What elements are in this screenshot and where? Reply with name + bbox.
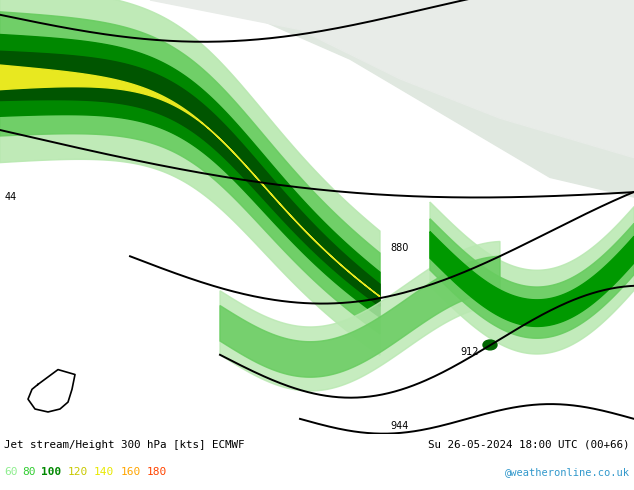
Text: 140: 140 <box>94 467 114 477</box>
Polygon shape <box>0 51 380 306</box>
Polygon shape <box>0 65 380 296</box>
Text: Jet stream/Height 300 hPa [kts] ECMWF: Jet stream/Height 300 hPa [kts] ECMWF <box>4 440 245 450</box>
Text: 180: 180 <box>147 467 167 477</box>
Text: @weatheronline.co.uk: @weatheronline.co.uk <box>505 467 630 477</box>
Polygon shape <box>150 0 634 158</box>
Text: 100: 100 <box>41 467 61 477</box>
Polygon shape <box>430 219 634 338</box>
Text: 160: 160 <box>120 467 141 477</box>
Text: 880: 880 <box>390 244 408 253</box>
Text: 944: 944 <box>390 421 408 431</box>
Text: 80: 80 <box>22 467 36 477</box>
Polygon shape <box>430 232 634 326</box>
Polygon shape <box>260 0 634 197</box>
Text: 120: 120 <box>67 467 87 477</box>
Polygon shape <box>0 0 380 355</box>
Polygon shape <box>0 34 380 317</box>
Text: 912: 912 <box>460 347 479 357</box>
Polygon shape <box>220 242 500 391</box>
Text: 60: 60 <box>4 467 18 477</box>
Text: 44: 44 <box>5 192 17 202</box>
Polygon shape <box>0 12 380 334</box>
Ellipse shape <box>483 340 497 350</box>
Polygon shape <box>220 256 500 377</box>
Text: Su 26-05-2024 18:00 UTC (00+66): Su 26-05-2024 18:00 UTC (00+66) <box>429 440 630 450</box>
Polygon shape <box>430 202 634 354</box>
